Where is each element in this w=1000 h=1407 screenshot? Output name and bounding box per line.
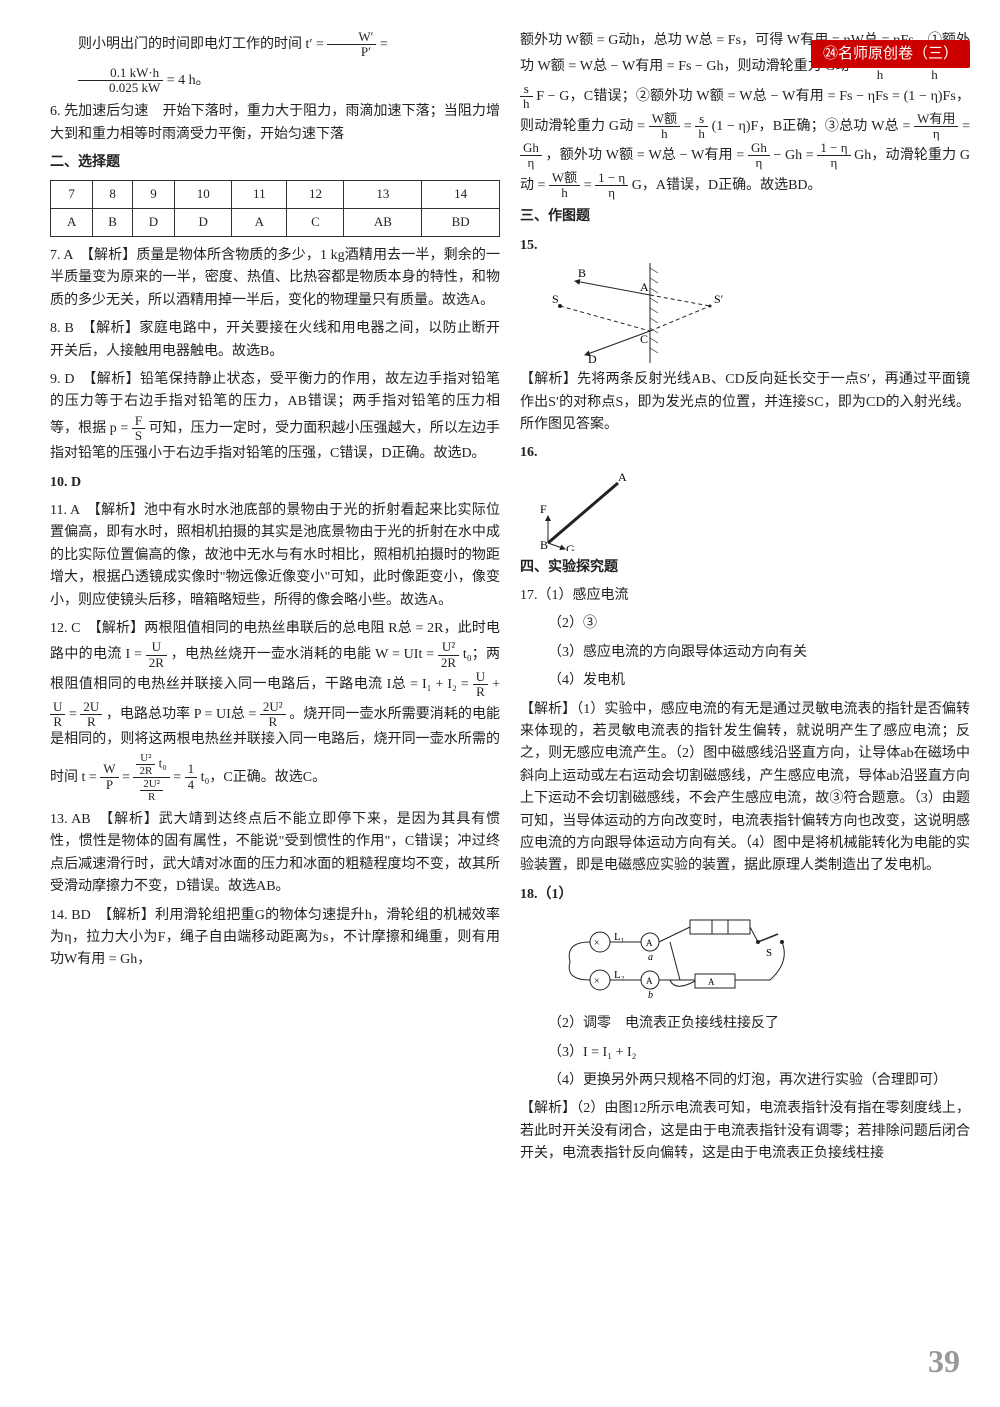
svg-text:B: B (540, 538, 548, 551)
q6: 6. 先加速后匀速 开始下落时，重力大于阻力，雨滴加速下落；当阻力增大到和重力相… (50, 101, 500, 146)
q8: 8. B 【解析】家庭电路中，开关要接在火线和用电器之间，以防止断开开关后，人接… (50, 318, 500, 363)
svg-text:L₁: L₁ (614, 931, 625, 943)
q18-2: （2）调零 电流表正负接线柱接反了 (520, 1013, 970, 1035)
section-2-title: 二、选择题 (50, 152, 500, 174)
q12f: t₀，C正确。故选C。 (201, 769, 326, 784)
table-header-cell: 14 (422, 181, 500, 209)
q18-3: （3）I = I₁ + I₂ (520, 1042, 970, 1064)
intro-eq: = (380, 37, 388, 52)
q10: 10. D (50, 472, 500, 494)
svg-text:A: A (646, 976, 653, 986)
svg-text:A: A (640, 280, 649, 294)
section-3-title: 三、作图题 (520, 206, 970, 228)
left-column: 则小明出门的时间即电灯工作的时间 t′ = W′P′ = 0.1 kW·h0.0… (50, 30, 500, 1172)
q18-num: 18.（1） (520, 884, 970, 906)
svg-text:B: B (578, 266, 586, 280)
svg-text:S: S (552, 292, 559, 306)
q12d: ，电路总功率 P = UI总 = (106, 707, 260, 722)
intro-line2: 0.1 kW·h0.025 kW = 4 h。 (50, 66, 500, 96)
table-header-cell: 9 (132, 181, 174, 209)
section-4-title: 四、实验探究题 (520, 557, 970, 579)
table-header-cell: 8 (93, 181, 132, 209)
q12b: ，电热丝烧开一壶水消耗的电能 W = UIt = (171, 647, 438, 662)
intro-line: 则小明出门的时间即电灯工作的时间 t′ = W′P′ = (50, 30, 500, 60)
svg-text:F: F (540, 502, 547, 516)
q15-num: 15. (520, 235, 970, 257)
q14: 14. BD 【解析】利用滑轮组把重G的物体匀速提升h，滑轮组的机械效率为η，拉… (50, 905, 500, 972)
table-cell: C (287, 209, 344, 237)
intro-b: = 4 h。 (167, 73, 210, 88)
svg-text:S′: S′ (714, 292, 724, 306)
page-content: 则小明出门的时间即电灯工作的时间 t′ = W′P′ = 0.1 kW·h0.0… (0, 0, 1000, 1192)
svg-text:L₂: L₂ (614, 969, 625, 981)
right-column: 额外功 W额 = G动h，总功 W总 = Fs，可得 W有用 = ηW总 = η… (520, 30, 970, 1172)
figure-16: A F B G (540, 471, 970, 551)
nested-frac: U²2R t₀ 2U²R (133, 752, 169, 803)
q18-ans: 【解析】（2）由图12所示电流表可知，电流表指针没有指在零刻度线上，若此时开关没… (520, 1098, 970, 1165)
svg-text:C: C (640, 332, 648, 346)
svg-text:a: a (648, 952, 653, 963)
q18-4: （4）更换另外两只规格不同的灯泡，再次进行实验（合理即可） (520, 1070, 970, 1092)
table-cell: B (93, 209, 132, 237)
table-header-cell: 13 (344, 181, 422, 209)
q17-ans: 【解析】（1）实验中，感应电流的有无是通过灵敏电流表的指针是否偏转来体现的，若灵… (520, 699, 970, 878)
table-header-cell: 7 (51, 181, 93, 209)
page-number: 39 (928, 1336, 960, 1387)
table-cell: D (132, 209, 174, 237)
svg-text:S: S (766, 947, 772, 959)
figure-18: S × L₁ × L₂ Aa Ab A (540, 912, 970, 1007)
table-cell: BD (422, 209, 500, 237)
svg-text:×: × (594, 938, 600, 949)
svg-text:A: A (708, 977, 715, 987)
intro-a: 则小明出门的时间即电灯工作的时间 t′ = (78, 37, 327, 52)
header-bar: ㉔名师原创卷（三） (811, 40, 970, 68)
q17-4: （4）发电机 (520, 670, 970, 692)
svg-text:A: A (618, 471, 627, 484)
figure-15: S B A S′ C D (540, 263, 970, 363)
frac-fs: FS (132, 414, 145, 444)
table-header-cell: 11 (232, 181, 287, 209)
q12: 12. C 【解析】两根阻值相同的电热丝串联后的总电阻 R总 = 2R，此时电路… (50, 618, 500, 803)
frac-kwh: 0.1 kW·h0.025 kW (78, 66, 163, 96)
q15-ans: 【解析】先将两条反射光线AB、CD反向延长交于一点S′，再通过平面镜作出S′的对… (520, 369, 970, 436)
answer-table: 7891011121314ABDDACABBD (50, 180, 500, 237)
svg-text:A: A (646, 938, 653, 948)
table-cell: A (51, 209, 93, 237)
table-cell: D (175, 209, 232, 237)
q17-2: （2）③ (520, 613, 970, 635)
q7: 7. A 【解析】质量是物体所含物质的多少，1 kg酒精用去一半，剩余的一半质量… (50, 245, 500, 312)
q13: 13. AB 【解析】武大靖到达终点后不能立即停下来，是因为其具有惯性，惯性是物… (50, 809, 500, 899)
frac-wprime: W′P′ (327, 30, 376, 60)
table-cell: A (232, 209, 287, 237)
q17-1: 17.（1）感应电流 (520, 585, 970, 607)
table-cell: AB (344, 209, 422, 237)
svg-text:G: G (566, 542, 575, 551)
svg-text:D: D (588, 352, 597, 363)
svg-text:×: × (594, 976, 600, 987)
svg-text:b: b (648, 990, 653, 1001)
table-header-cell: 12 (287, 181, 344, 209)
table-header-cell: 10 (175, 181, 232, 209)
q11: 11. A 【解析】池中有水时水池底部的景物由于光的折射看起来比实际位置偏高，即… (50, 500, 500, 612)
q17-3: （3）感应电流的方向跟导体运动方向有关 (520, 642, 970, 664)
q16-num: 16. (520, 442, 970, 464)
q9: 9. D 【解析】铅笔保持静止状态，受平衡力的作用，故左边手指对铅笔的压力等于右… (50, 369, 500, 466)
